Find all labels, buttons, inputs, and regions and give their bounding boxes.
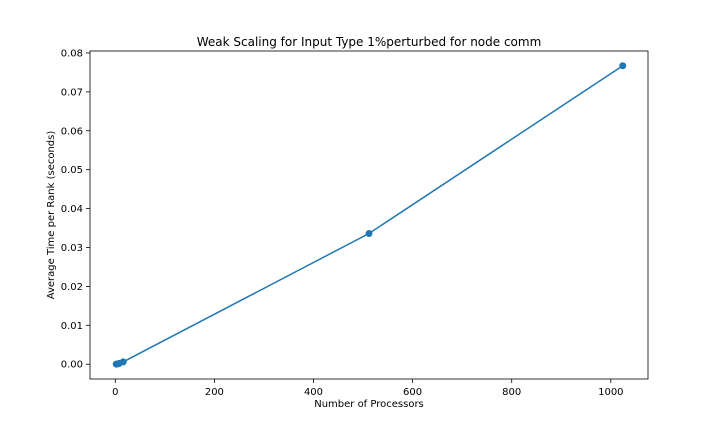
y-tick-label: 0.03 [61, 243, 83, 254]
data-point [619, 62, 627, 70]
x-tick-label: 800 [502, 387, 521, 398]
data-point [119, 358, 127, 366]
series-line [116, 65, 624, 365]
x-tick-label: 400 [304, 387, 323, 398]
y-tick-label: 0.08 [61, 48, 83, 59]
y-tick-label: 0.07 [61, 87, 83, 98]
x-axis-ticks: 0 200 400 600 800 1000 [112, 379, 624, 398]
x-tick-label: 600 [403, 387, 422, 398]
series-layer [112, 62, 627, 368]
y-tick-label: 0.01 [61, 321, 83, 332]
y-tick-label: 0.04 [61, 204, 83, 215]
plot-frame [89, 50, 649, 380]
x-tick-label: 200 [205, 387, 224, 398]
x-tick-label: 1000 [598, 387, 623, 398]
x-axis-label: Number of Processors [314, 399, 424, 410]
y-axis-ticks: 0.00 0.01 0.02 0.03 0.04 0.05 0.06 0.07 0.08 [61, 48, 90, 371]
y-tick-label: 0.06 [61, 126, 83, 137]
y-tick-label: 0.05 [61, 165, 83, 176]
y-tick-label: 0.02 [61, 282, 83, 293]
data-point [365, 229, 373, 237]
y-axis-label: Average Time per Rank (seconds) [46, 131, 57, 300]
x-tick-label: 0 [112, 387, 118, 398]
chart-title: Weak Scaling for Input Type 1%perturbed … [197, 35, 542, 49]
y-tick-label: 0.00 [61, 360, 83, 371]
